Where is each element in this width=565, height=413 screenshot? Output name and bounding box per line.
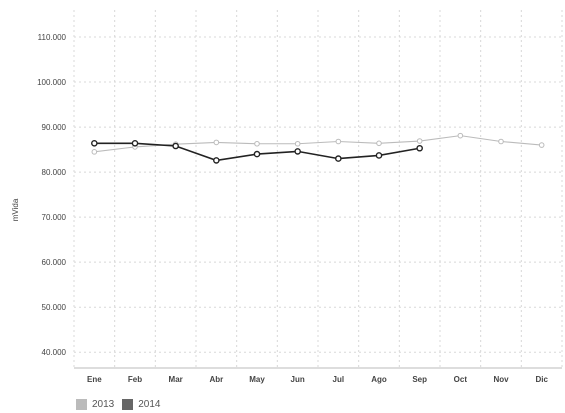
y-tick-label: 40.000 (42, 348, 67, 357)
x-tick-label: Sep (412, 375, 427, 384)
legend-item-2014[interactable]: 2014 (122, 399, 161, 410)
y-tick-label: 60.000 (42, 258, 67, 267)
legend-swatch-2014 (122, 399, 134, 410)
x-tick-label: Feb (128, 375, 142, 384)
x-tick-label: Jun (291, 375, 305, 384)
y-tick-label: 70.000 (42, 213, 67, 222)
x-tick-label: Oct (454, 375, 468, 384)
axes: 40.000 50.000 60.000 70.000 80.000 90.000 100.… (37, 33, 562, 384)
data-point-2014[interactable] (131, 139, 139, 147)
data-point-2014[interactable] (375, 152, 383, 159)
y-tick-label: 80.000 (42, 168, 67, 177)
legend-swatch-2013 (76, 399, 87, 410)
data-point-2014[interactable] (416, 144, 423, 152)
legend-label-2014: 2014 (138, 399, 161, 410)
y-axis-title: mVida (11, 198, 20, 221)
data-point-2013[interactable] (335, 138, 342, 145)
data-point-2013[interactable] (294, 140, 301, 147)
data-point-2013[interactable] (254, 140, 260, 147)
data-point-2014[interactable] (213, 157, 220, 164)
data-point-2013[interactable] (457, 132, 464, 139)
data-point-2014[interactable] (294, 148, 301, 155)
x-tick-label: May (249, 375, 265, 384)
data-point-2013[interactable] (416, 138, 423, 144)
legend: 2013 2014 (76, 399, 161, 410)
data-point-2014[interactable] (172, 142, 179, 150)
x-tick-label: Ago (371, 375, 387, 384)
y-tick-label: 90.000 (42, 123, 67, 132)
data-point-2013[interactable] (213, 139, 220, 146)
x-tick-label: Mar (169, 375, 183, 384)
y-tick-label: 110.000 (38, 33, 67, 42)
x-tick-label: Dic (535, 375, 548, 384)
x-tick-label: Nov (493, 375, 509, 384)
y-tick-label: 100.000 (37, 78, 66, 87)
series-line-2013 (94, 135, 542, 153)
y-tick-label: 50.000 (42, 303, 67, 312)
data-point-2013[interactable] (498, 138, 504, 145)
x-tick-label: Abr (209, 375, 223, 384)
data-point-2014[interactable] (335, 155, 342, 162)
data-point-2013[interactable] (376, 140, 382, 147)
legend-item-2013[interactable]: 2013 (76, 399, 114, 410)
legend-label-2013: 2013 (92, 399, 115, 410)
grid (73, 10, 563, 368)
x-tick-label: Jul (333, 375, 345, 384)
x-tick-label: Ene (87, 375, 102, 384)
data-point-2014[interactable] (91, 139, 98, 147)
data-point-2013[interactable] (91, 149, 98, 155)
data-point-2014[interactable] (253, 150, 261, 158)
data-point-2013[interactable] (538, 142, 545, 148)
series (91, 132, 545, 164)
